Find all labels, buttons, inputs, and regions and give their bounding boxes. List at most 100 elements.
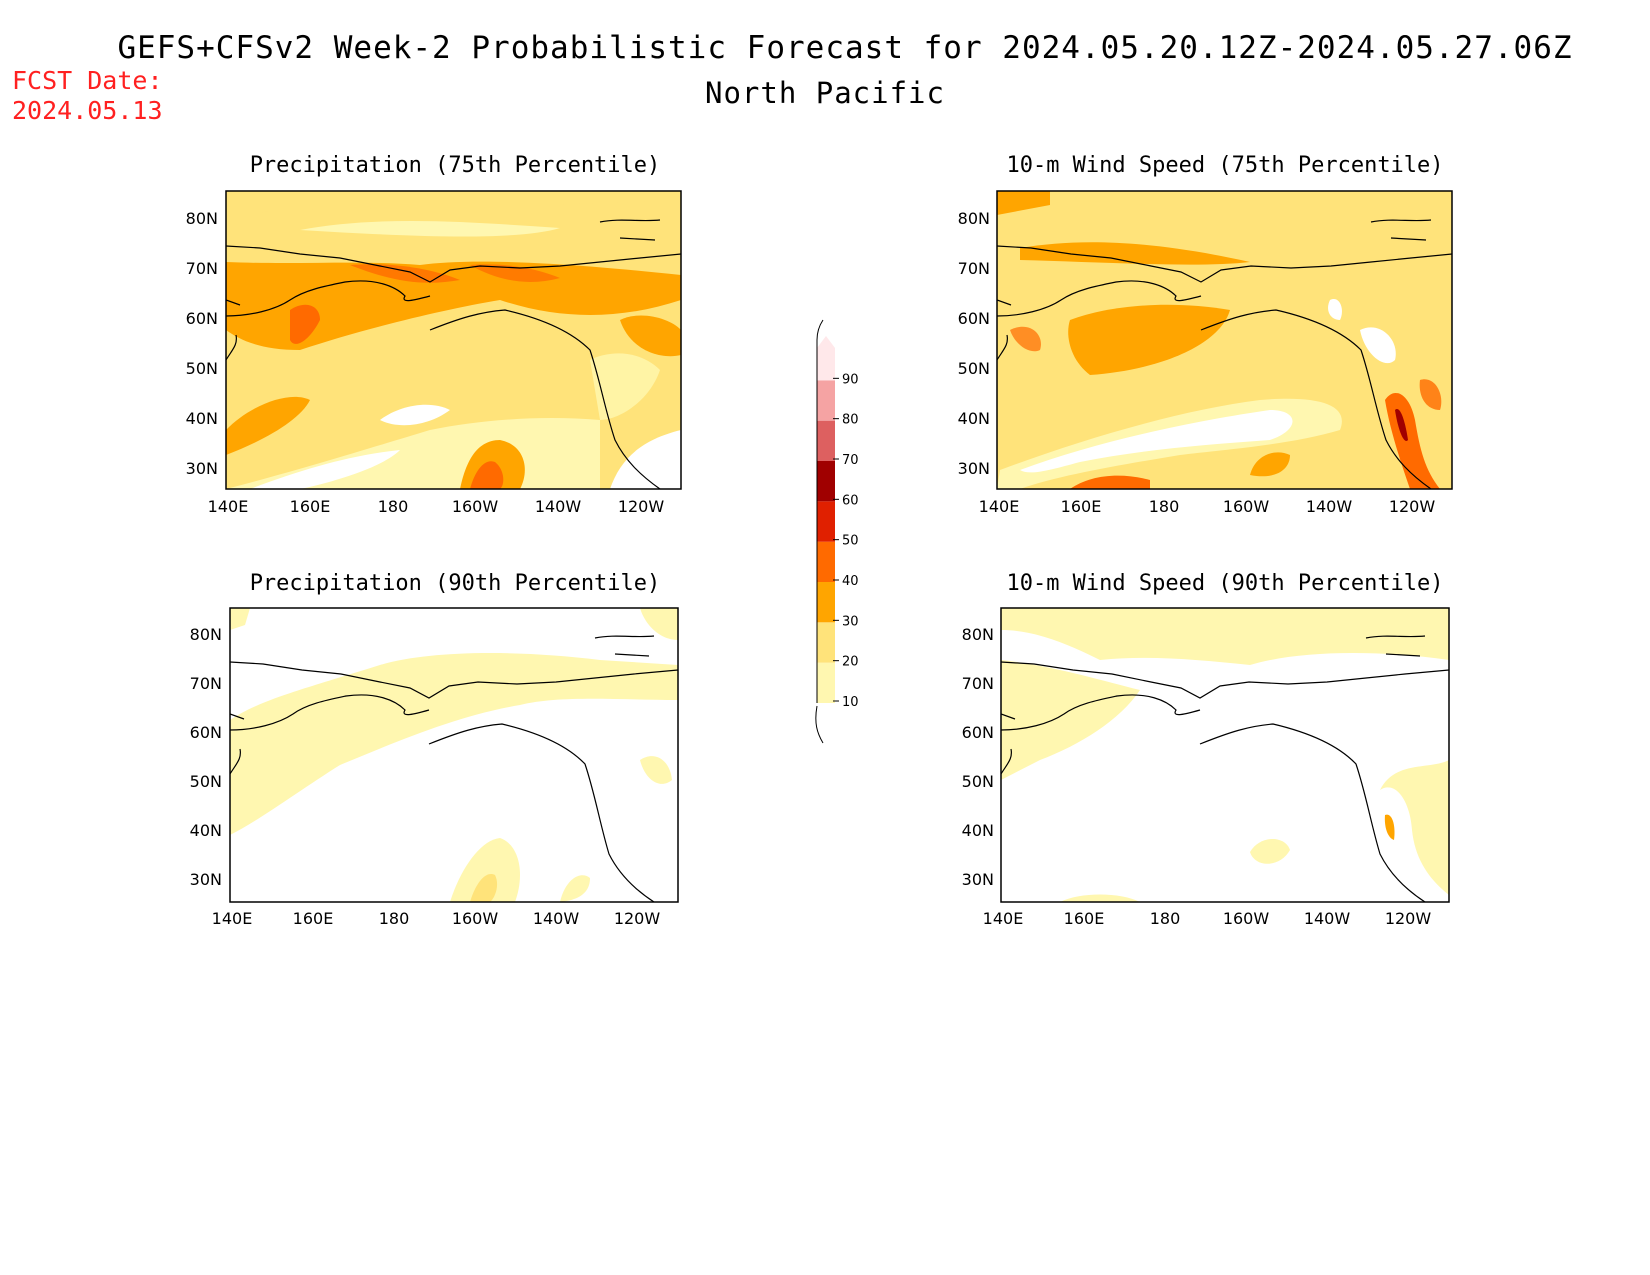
lon-label: 120W bbox=[618, 497, 665, 516]
colorbar-bin bbox=[817, 622, 835, 663]
lon-label: 140E bbox=[212, 909, 253, 928]
lat-label: 40N bbox=[190, 821, 222, 840]
shading-precip-90 bbox=[230, 608, 678, 902]
colorbar-bin bbox=[817, 662, 835, 703]
lat-label: 60N bbox=[190, 723, 222, 742]
lon-axis-wind-90: 140E 160E 180 160W 140W 120W bbox=[983, 909, 1432, 928]
colorbar-bin bbox=[817, 420, 835, 461]
coastlines-wind-90 bbox=[1001, 635, 1449, 902]
region-subtitle: North Pacific bbox=[705, 76, 945, 110]
lon-label: 160E bbox=[1064, 909, 1105, 928]
colorbar-label: 60 bbox=[842, 493, 859, 508]
map-frame-wind-75 bbox=[996, 190, 1453, 490]
lat-label: 60N bbox=[958, 309, 990, 328]
lat-label: 70N bbox=[190, 674, 222, 693]
coastlines-wind-75 bbox=[997, 219, 1452, 489]
lat-label: 50N bbox=[190, 772, 222, 791]
lon-label: 140W bbox=[1304, 909, 1351, 928]
lat-label: 40N bbox=[962, 821, 994, 840]
lat-label: 30N bbox=[958, 459, 990, 478]
fcst-date-label: FCST Date: bbox=[12, 66, 163, 95]
lon-axis-precip-75: 140E 160E 180 160W 140W 120W bbox=[208, 497, 665, 516]
lat-label: 40N bbox=[186, 409, 218, 428]
lon-label: 120W bbox=[614, 909, 661, 928]
lat-label: 50N bbox=[958, 359, 990, 378]
lat-label: 70N bbox=[186, 259, 218, 278]
lat-label: 30N bbox=[190, 870, 222, 889]
lon-label: 140E bbox=[979, 497, 1020, 516]
panel-title-wind-75: 10-m Wind Speed (75th Percentile) bbox=[1006, 153, 1444, 178]
lat-label: 70N bbox=[962, 674, 994, 693]
colorbar-label: 10 bbox=[842, 695, 859, 710]
colorbar-label: 70 bbox=[842, 453, 859, 468]
lat-label: 60N bbox=[962, 723, 994, 742]
colorbar-label: 50 bbox=[842, 534, 859, 549]
lat-label: 60N bbox=[186, 309, 218, 328]
lat-label: 30N bbox=[186, 459, 218, 478]
coastlines-precip-90 bbox=[230, 635, 678, 902]
colorbar-bin bbox=[817, 582, 835, 623]
colorbar-bin bbox=[817, 541, 835, 582]
lon-label: 120W bbox=[1385, 909, 1432, 928]
shading-wind-75 bbox=[997, 191, 1452, 489]
lon-label: 140E bbox=[983, 909, 1024, 928]
shading-precip-75 bbox=[226, 191, 681, 489]
coastlines-precip-75 bbox=[226, 219, 681, 489]
lon-label: 160W bbox=[1223, 497, 1270, 516]
lat-label: 70N bbox=[958, 259, 990, 278]
colorbar-bin bbox=[817, 501, 835, 542]
colorbar-bin bbox=[817, 336, 835, 381]
lon-label: 160W bbox=[1223, 909, 1270, 928]
lat-label: 80N bbox=[962, 625, 994, 644]
lat-axis-wind-90: 80N 70N 60N 50N 40N 30N bbox=[962, 625, 994, 889]
lat-axis-precip-90: 80N 70N 60N 50N 40N 30N bbox=[190, 625, 222, 889]
lon-axis-wind-75: 140E 160E 180 160W 140W 120W bbox=[979, 497, 1436, 516]
colorbar-label: 30 bbox=[842, 614, 859, 629]
colorbar-label: 80 bbox=[842, 413, 859, 428]
map-frame-precip-90 bbox=[229, 607, 679, 903]
colorbar-label: 40 bbox=[842, 574, 859, 589]
lon-label: 140W bbox=[535, 497, 582, 516]
lon-label: 120W bbox=[1389, 497, 1436, 516]
colorbar-label: 20 bbox=[842, 655, 859, 670]
lat-label: 80N bbox=[186, 209, 218, 228]
map-frame-precip-75 bbox=[225, 190, 682, 490]
panel-title-wind-90: 10-m Wind Speed (90th Percentile) bbox=[1006, 571, 1444, 596]
shading-wind-90 bbox=[1001, 608, 1449, 902]
lat-label: 80N bbox=[958, 209, 990, 228]
lon-label: 180 bbox=[1149, 497, 1180, 516]
lat-label: 30N bbox=[962, 870, 994, 889]
lon-label: 140W bbox=[533, 909, 580, 928]
lat-label: 80N bbox=[190, 625, 222, 644]
map-panel-precip-75: 80N 70N 60N 50N 40N 30N 140E 160E 180 16… bbox=[186, 190, 682, 516]
main-title: GEFS+CFSv2 Week-2 Probabilistic Forecast… bbox=[117, 30, 1573, 66]
lon-label: 160W bbox=[452, 497, 499, 516]
lat-label: 50N bbox=[962, 772, 994, 791]
colorbar-outline bbox=[815, 319, 824, 744]
lat-axis-wind-75: 80N 70N 60N 50N 40N 30N bbox=[958, 209, 990, 478]
lon-axis-precip-90: 140E 160E 180 160W 140W 120W bbox=[212, 909, 661, 928]
lon-label: 180 bbox=[379, 909, 410, 928]
colorbar-label: 90 bbox=[842, 372, 859, 387]
lat-label: 50N bbox=[186, 359, 218, 378]
lon-label: 140E bbox=[208, 497, 249, 516]
lon-label: 160E bbox=[1061, 497, 1102, 516]
colorbar-bin bbox=[817, 380, 835, 421]
lat-label: 40N bbox=[958, 409, 990, 428]
lat-axis-precip-75: 80N 70N 60N 50N 40N 30N bbox=[186, 209, 218, 478]
lon-label: 180 bbox=[378, 497, 409, 516]
lon-label: 140W bbox=[1306, 497, 1353, 516]
fcst-date-value: 2024.05.13 bbox=[12, 96, 163, 125]
map-frame-wind-90 bbox=[1000, 607, 1450, 903]
panel-title-precip-75: Precipitation (75th Percentile) bbox=[249, 153, 661, 178]
colorbar-bin bbox=[817, 461, 835, 502]
lon-label: 180 bbox=[1150, 909, 1181, 928]
map-panel-wind-75: 80N 70N 60N 50N 40N 30N 140E 160E 180 16… bbox=[958, 190, 1453, 516]
colorbar: 10 20 30 40 50 60 70 80 90 bbox=[815, 319, 859, 744]
lon-label: 160E bbox=[293, 909, 334, 928]
panel-title-precip-90: Precipitation (90th Percentile) bbox=[249, 571, 661, 596]
map-panel-precip-90: 80N 70N 60N 50N 40N 30N 140E 160E 180 16… bbox=[190, 607, 679, 928]
map-panel-wind-90: 80N 70N 60N 50N 40N 30N 140E 160E 180 16… bbox=[962, 607, 1450, 928]
lon-label: 160W bbox=[452, 909, 499, 928]
